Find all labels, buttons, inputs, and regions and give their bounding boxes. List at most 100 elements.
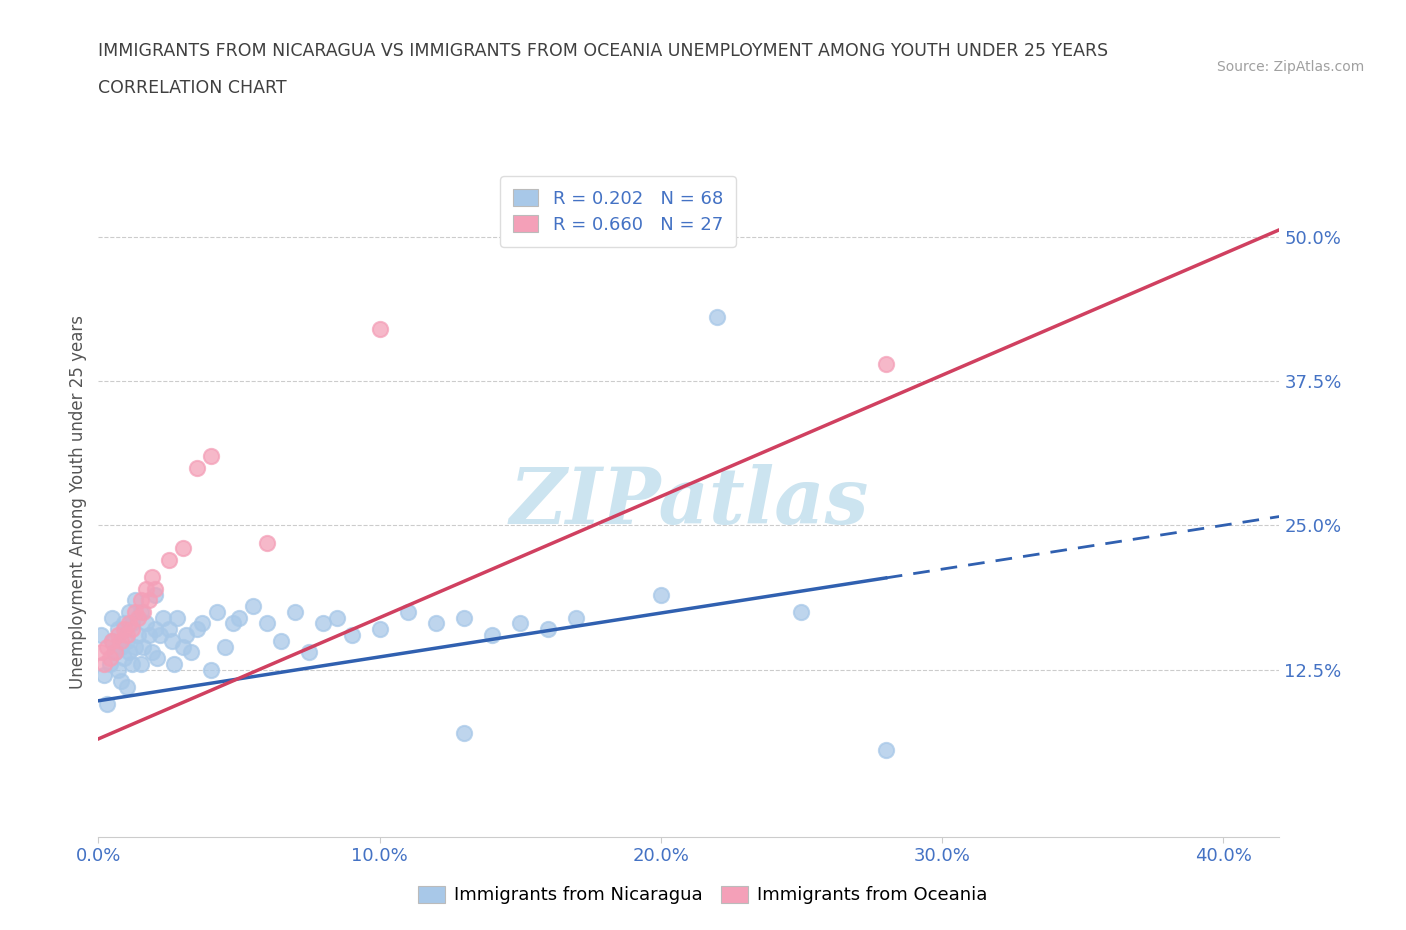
Point [104, 644, 127, 659]
Point [706, 310, 728, 325]
Point [186, 622, 208, 637]
Point [96, 639, 118, 654]
Point [118, 604, 141, 619]
Point [425, 616, 447, 631]
Point [112, 622, 135, 637]
Point [141, 644, 163, 659]
Point [186, 460, 208, 475]
Point [205, 604, 228, 619]
Point [141, 570, 163, 585]
Point [340, 628, 363, 643]
Point [118, 616, 141, 631]
Point [191, 616, 214, 631]
Point [174, 628, 197, 643]
Point [129, 657, 152, 671]
Point [138, 628, 160, 643]
Point [118, 644, 141, 659]
Point [90, 628, 112, 643]
Point [228, 610, 250, 625]
Legend: Immigrants from Nicaragua, Immigrants from Oceania: Immigrants from Nicaragua, Immigrants fr… [411, 879, 995, 911]
Point [481, 628, 503, 643]
Point [368, 622, 391, 637]
Point [127, 628, 149, 643]
Point [135, 581, 157, 596]
Point [115, 628, 138, 643]
Point [90, 644, 112, 659]
Point [101, 633, 124, 648]
Text: ZIPatlas: ZIPatlas [509, 464, 869, 540]
Legend: R = 0.202   N = 68, R = 0.660   N = 27: R = 0.202 N = 68, R = 0.660 N = 27 [501, 177, 735, 246]
Point [96, 697, 118, 711]
Point [284, 604, 307, 619]
Point [121, 657, 143, 671]
Point [200, 662, 222, 677]
Point [214, 639, 236, 654]
Point [790, 604, 813, 619]
Point [326, 610, 349, 625]
Point [107, 628, 129, 643]
Point [160, 633, 183, 648]
Point [152, 610, 174, 625]
Point [565, 610, 588, 625]
Point [124, 593, 146, 608]
Point [396, 604, 419, 619]
Point [509, 616, 531, 631]
Point [312, 616, 335, 631]
Point [132, 604, 155, 619]
Point [101, 633, 124, 648]
Point [93, 668, 115, 683]
Point [124, 639, 146, 654]
Point [127, 610, 149, 625]
Point [172, 541, 194, 556]
Text: Source: ZipAtlas.com: Source: ZipAtlas.com [1216, 60, 1364, 74]
Point [537, 622, 560, 637]
Y-axis label: Unemployment Among Youth under 25 years: Unemployment Among Youth under 25 years [69, 315, 87, 689]
Point [143, 581, 166, 596]
Point [163, 657, 186, 671]
Point [875, 356, 897, 371]
Point [110, 639, 132, 654]
Point [138, 593, 160, 608]
Point [135, 616, 157, 631]
Point [180, 644, 202, 659]
Point [172, 639, 194, 654]
Point [112, 616, 135, 631]
Point [256, 535, 278, 550]
Point [107, 622, 129, 637]
Point [124, 604, 146, 619]
Point [200, 448, 222, 463]
Point [146, 651, 169, 666]
Point [112, 651, 135, 666]
Point [149, 628, 172, 643]
Point [107, 662, 129, 677]
Point [222, 616, 245, 631]
Point [132, 639, 155, 654]
Point [256, 616, 278, 631]
Point [157, 552, 180, 567]
Point [101, 610, 124, 625]
Point [93, 657, 115, 671]
Point [110, 673, 132, 688]
Point [129, 604, 152, 619]
Point [98, 657, 121, 671]
Point [121, 622, 143, 637]
Point [166, 610, 188, 625]
Point [650, 587, 672, 602]
Point [298, 644, 321, 659]
Point [143, 587, 166, 602]
Point [121, 616, 143, 631]
Point [875, 743, 897, 758]
Point [453, 725, 475, 740]
Point [129, 593, 152, 608]
Point [157, 622, 180, 637]
Text: IMMIGRANTS FROM NICARAGUA VS IMMIGRANTS FROM OCEANIA UNEMPLOYMENT AMONG YOUTH UN: IMMIGRANTS FROM NICARAGUA VS IMMIGRANTS … [98, 42, 1108, 60]
Point [110, 633, 132, 648]
Point [98, 651, 121, 666]
Text: CORRELATION CHART: CORRELATION CHART [98, 79, 287, 97]
Point [115, 680, 138, 695]
Point [270, 633, 292, 648]
Point [242, 599, 264, 614]
Point [104, 644, 127, 659]
Point [143, 622, 166, 637]
Point [453, 610, 475, 625]
